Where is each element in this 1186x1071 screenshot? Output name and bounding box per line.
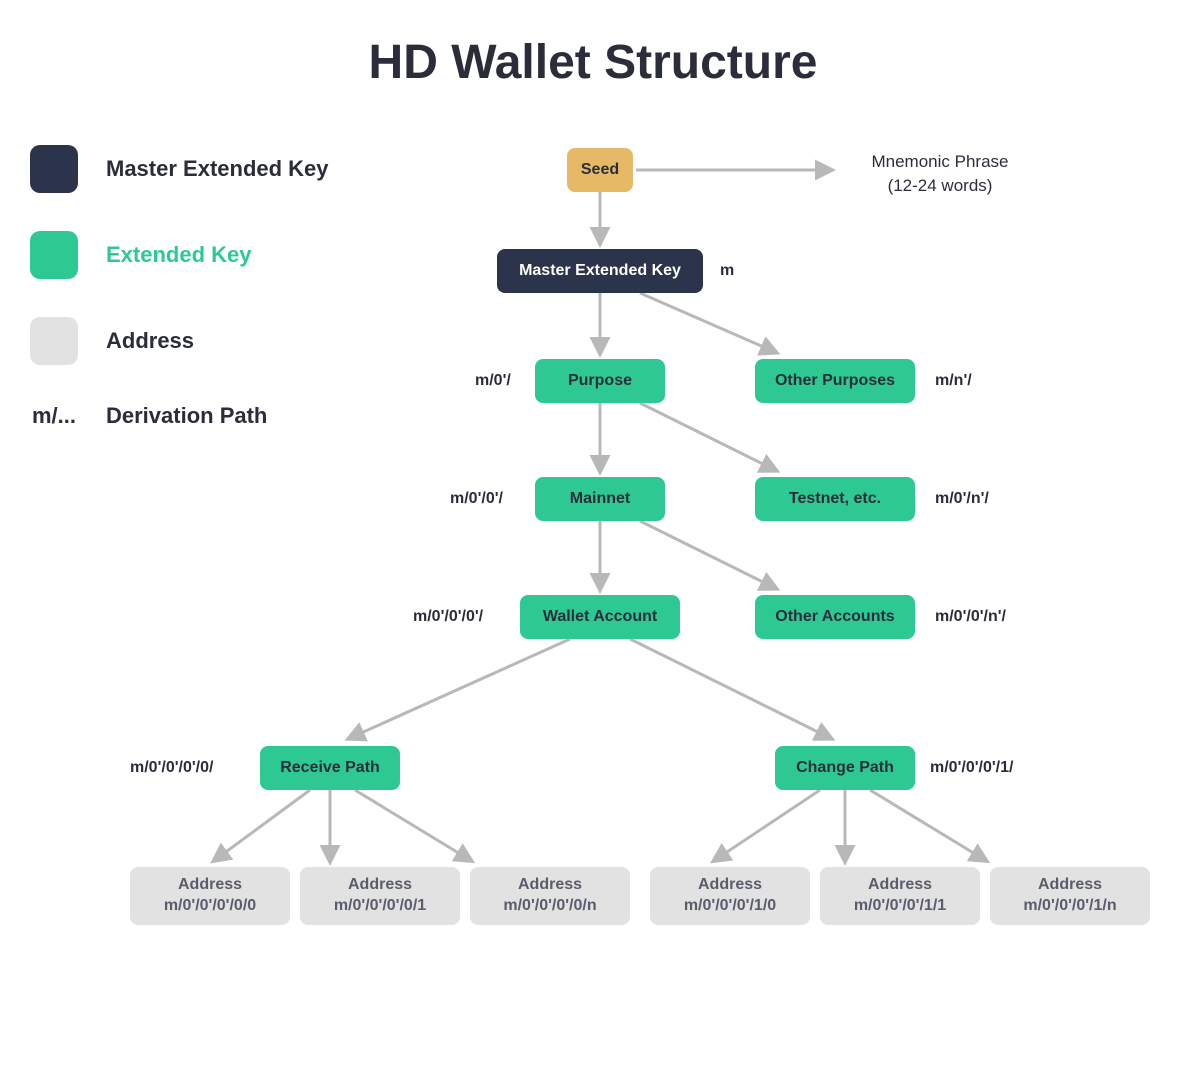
legend: Master Extended Key Extended Key Address…: [30, 145, 329, 467]
mainnet-path: m/0'/0'/: [450, 490, 503, 508]
legend-master-swatch: [30, 145, 78, 193]
address-c0-label: Address: [698, 875, 762, 896]
master-path: m: [720, 262, 734, 280]
address-r1-path: m/0'/0'/0'/0/1: [334, 896, 426, 917]
testnet-node: Testnet, etc.: [755, 477, 915, 521]
address-cn-path: m/0'/0'/0'/1/n: [1023, 896, 1116, 917]
change-path-label: m/0'/0'/0'/1/: [930, 759, 1013, 777]
legend-address-label: Address: [106, 328, 194, 354]
receive-path-label: m/0'/0'/0'/0/: [130, 759, 213, 777]
legend-extended-swatch: [30, 231, 78, 279]
address-cn: Address m/0'/0'/0'/1/n: [990, 867, 1150, 925]
legend-derivation-label: Derivation Path: [106, 403, 267, 429]
address-r0-path: m/0'/0'/0'/0/0: [164, 896, 256, 917]
address-c1-path: m/0'/0'/0'/1/1: [854, 896, 946, 917]
address-rn-path: m/0'/0'/0'/0/n: [503, 896, 596, 917]
other-purposes-path: m/n'/: [935, 372, 972, 390]
wallet-account-node: Wallet Account: [520, 595, 680, 639]
diagram-title: HD Wallet Structure: [369, 35, 818, 90]
master-node: Master Extended Key: [497, 249, 703, 293]
other-purposes-node: Other Purposes: [755, 359, 915, 403]
testnet-path: m/0'/n'/: [935, 490, 989, 508]
other-accounts-node: Other Accounts: [755, 595, 915, 639]
legend-address: Address: [30, 317, 329, 365]
address-r1-label: Address: [348, 875, 412, 896]
legend-master-label: Master Extended Key: [106, 156, 329, 182]
purpose-node: Purpose: [535, 359, 665, 403]
legend-derivation: m/... Derivation Path: [30, 403, 329, 429]
address-r0-label: Address: [178, 875, 242, 896]
legend-address-swatch: [30, 317, 78, 365]
address-c0-path: m/0'/0'/0'/1/0: [684, 896, 776, 917]
receive-path-node: Receive Path: [260, 746, 400, 790]
address-c0: Address m/0'/0'/0'/1/0: [650, 867, 810, 925]
mnemonic-line2: (12-24 words): [850, 174, 1030, 198]
address-r1: Address m/0'/0'/0'/0/1: [300, 867, 460, 925]
legend-extended-label: Extended Key: [106, 242, 252, 268]
address-cn-label: Address: [1038, 875, 1102, 896]
legend-extended: Extended Key: [30, 231, 329, 279]
address-r0: Address m/0'/0'/0'/0/0: [130, 867, 290, 925]
mnemonic-line1: Mnemonic Phrase: [850, 150, 1030, 174]
legend-master: Master Extended Key: [30, 145, 329, 193]
change-path-node: Change Path: [775, 746, 915, 790]
address-c1-label: Address: [868, 875, 932, 896]
wallet-account-path: m/0'/0'/0'/: [413, 608, 483, 626]
address-c1: Address m/0'/0'/0'/1/1: [820, 867, 980, 925]
other-accounts-path: m/0'/0'/n'/: [935, 608, 1006, 626]
purpose-path: m/0'/: [475, 372, 511, 390]
mnemonic-phrase: Mnemonic Phrase (12-24 words): [850, 150, 1030, 198]
seed-node: Seed: [567, 148, 633, 192]
address-rn-label: Address: [518, 875, 582, 896]
address-rn: Address m/0'/0'/0'/0/n: [470, 867, 630, 925]
legend-derivation-symbol: m/...: [30, 403, 78, 429]
mainnet-node: Mainnet: [535, 477, 665, 521]
